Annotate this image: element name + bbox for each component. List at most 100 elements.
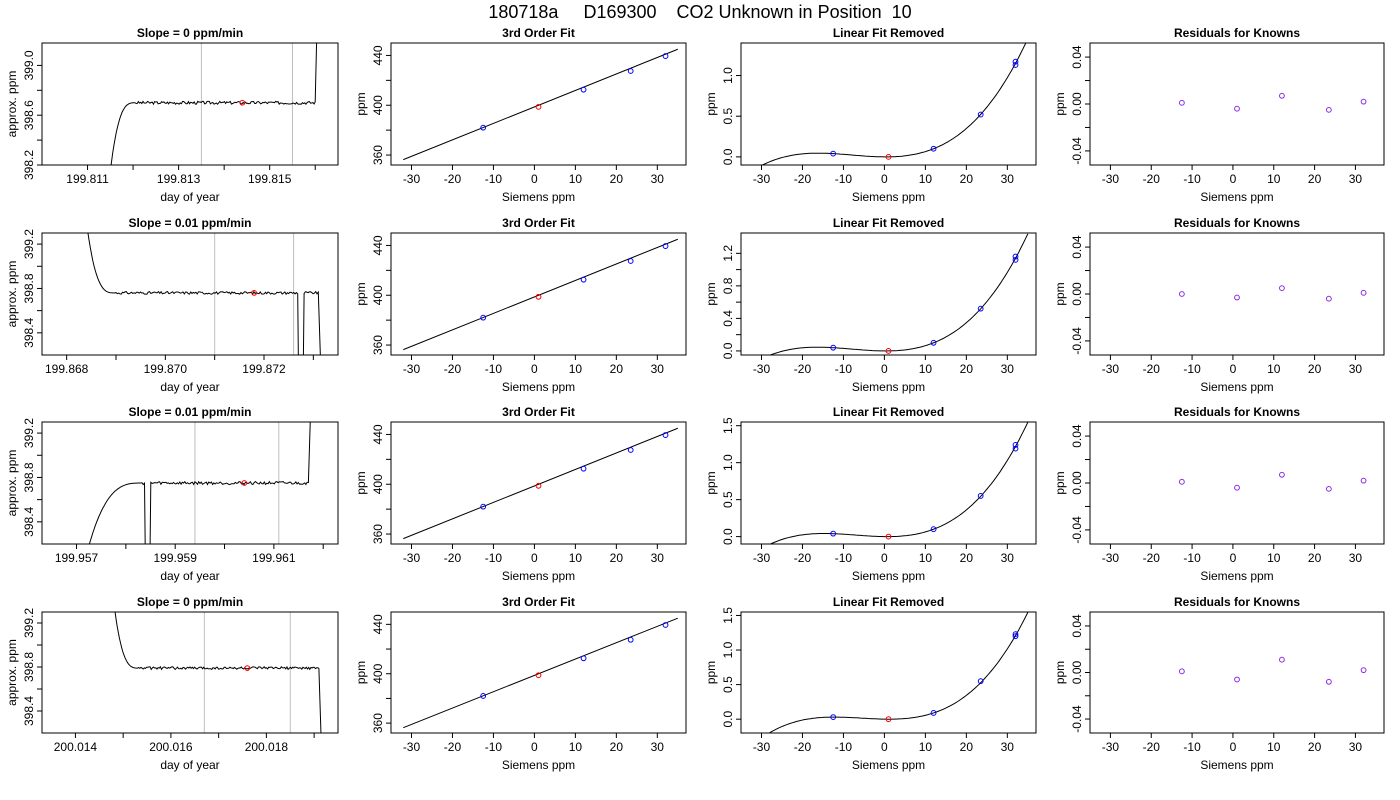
residual-point [1325, 295, 1332, 302]
x-tick-label: 30 [1349, 551, 1363, 565]
plot-frame [740, 421, 1037, 545]
plot-frame [41, 611, 339, 734]
chart-panel-r3c3: Linear Fit Removed -30 -20 -10 0 10 20 30 0.0 0.5… [704, 405, 1037, 583]
fit-curve [769, 422, 1029, 544]
y-tick-label: 0.00 [1070, 660, 1084, 684]
chart-panel-r1c3: Linear Fit Removed -30 -20 -10 0 10 20 30 0.0 0.5… [704, 26, 1037, 204]
unknown-mean-point [251, 289, 258, 296]
known-point [480, 503, 487, 510]
plot-frame [41, 421, 339, 545]
panel-title: Linear Fit Removed [833, 216, 944, 230]
ppm-trace [88, 422, 311, 544]
x-tick-label: -10 [485, 740, 503, 754]
known-point [830, 344, 837, 351]
y-axis-label: approx. ppm [5, 450, 19, 517]
x-tick-label: 10 [919, 551, 933, 565]
y-tick-label: 398.8 [22, 462, 36, 492]
known-point [580, 276, 587, 283]
x-tick-label: -10 [835, 740, 853, 754]
chart-panel-r4c3: Linear Fit Removed -30 -20 -10 0 10 20 30 0.0 0.5… [704, 595, 1037, 772]
plot-area [403, 427, 678, 540]
x-axis-label: Siemens ppm [502, 758, 575, 772]
x-tick-label: 199.870 [144, 362, 188, 376]
x-tick-label: 200.014 [54, 740, 98, 754]
x-tick-label: -10 [485, 172, 503, 186]
x-tick-label: -30 [1102, 362, 1120, 376]
plot-area [88, 422, 311, 544]
x-tick-label: 199.957 [55, 551, 99, 565]
x-tick-label: 0 [1230, 740, 1237, 754]
residual-point [1234, 484, 1240, 491]
plot-frame [390, 42, 687, 166]
x-tick-label: 30 [651, 362, 665, 376]
plot-frame [390, 421, 687, 545]
x-tick-label: -10 [1183, 551, 1201, 565]
residual-point [1178, 668, 1185, 675]
known-point [830, 714, 837, 720]
known-point [580, 465, 587, 472]
x-tick-label: -20 [444, 740, 462, 754]
x-axis-label: Siemens ppm [852, 758, 925, 772]
y-axis-label: ppm [704, 471, 718, 494]
x-tick-label: 0 [531, 740, 538, 754]
known-point [930, 145, 937, 152]
chart-panel-r2c1: Slope = 0.01 ppm/min 199.868 199.870 199.87… [5, 216, 339, 394]
y-tick-label: 1.0 [721, 641, 735, 658]
plot-frame [1089, 42, 1385, 166]
x-tick-label: 30 [651, 172, 665, 186]
unknown-point [885, 348, 892, 354]
chart-panel-r1c1: Slope = 0 ppm/min 199.811 199.813 199.815 39… [5, 26, 339, 204]
x-axis-label: Siemens ppm [1200, 758, 1273, 772]
y-tick-label: 360 [371, 713, 385, 733]
y-tick-label: 0.8 [721, 277, 735, 294]
y-tick-label: 1.5 [721, 417, 735, 434]
panel-title: Residuals for Knowns [1174, 405, 1300, 419]
y-axis-label: ppm [1053, 92, 1067, 115]
y-tick-label: 398.4 [22, 506, 36, 536]
y-tick-label: -0.04 [1070, 516, 1084, 544]
x-tick-label: -30 [403, 362, 421, 376]
chart-panel-r1c2: 3rd Order Fit -30 -20 -10 0 10 20 30 360 400 440 Si… [354, 26, 687, 204]
y-tick-label: 0.00 [1070, 282, 1084, 306]
known-point [662, 243, 669, 249]
panel-title: 3rd Order Fit [502, 26, 575, 40]
chart-panel-r2c3: Linear Fit Removed -30 -20 -10 0 10 20 30 0.0 0.4… [704, 216, 1037, 394]
x-tick-label: 0 [1230, 362, 1237, 376]
x-axis-label: Siemens ppm [852, 380, 925, 394]
known-point [1012, 631, 1019, 638]
panel-title: Residuals for Knowns [1174, 26, 1300, 40]
x-tick-label: 0 [881, 362, 888, 376]
unknown-point [885, 533, 892, 540]
x-tick-label: 0 [1230, 551, 1237, 565]
x-tick-label: 20 [610, 740, 624, 754]
y-tick-label: 440 [371, 424, 385, 444]
y-tick-label: 398.2 [22, 150, 36, 180]
known-point [1012, 62, 1019, 68]
x-tick-label: 10 [919, 362, 933, 376]
panel-title: Linear Fit Removed [833, 595, 944, 609]
unknown-point [885, 153, 892, 160]
x-tick-label: -10 [485, 362, 503, 376]
x-tick-label: -20 [1143, 551, 1161, 565]
y-tick-label: 399.0 [22, 50, 36, 80]
y-tick-label: 400 [371, 663, 385, 683]
x-tick-label: -20 [794, 362, 812, 376]
plot-area [768, 612, 1029, 733]
chart-panel-r1c4: Residuals for Knowns -30 -20 -10 0 10 20 30 -0.0… [1053, 26, 1385, 204]
x-tick-label: -10 [835, 362, 853, 376]
x-tick-label: 199.959 [154, 551, 198, 565]
x-tick-label: 10 [919, 172, 933, 186]
x-tick-label: 10 [1267, 740, 1281, 754]
x-tick-label: 30 [1349, 740, 1363, 754]
x-tick-label: 200.016 [149, 740, 193, 754]
y-tick-label: 0.0 [721, 711, 735, 728]
plot-area [1178, 92, 1367, 113]
y-tick-label: 398.4 [22, 696, 36, 726]
x-tick-label: 199.813 [157, 172, 201, 186]
known-point [1012, 253, 1019, 260]
y-axis-label: ppm [704, 282, 718, 305]
y-tick-label: 0.0 [721, 342, 735, 359]
y-tick-label: 398.8 [22, 273, 36, 303]
known-point [977, 678, 984, 685]
residual-point [1325, 485, 1332, 492]
